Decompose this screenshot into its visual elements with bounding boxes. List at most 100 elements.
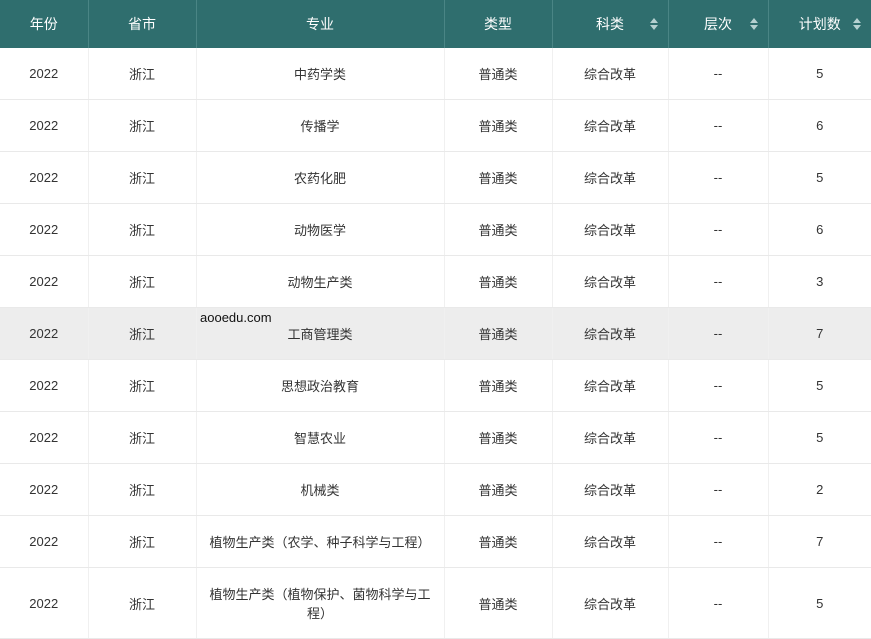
- cell-year: 2022: [0, 152, 88, 204]
- cell-level: --: [668, 152, 768, 204]
- cell-year: 2022: [0, 48, 88, 100]
- cell-province: 浙江: [88, 204, 196, 256]
- table-row: 2022浙江植物生产类（植物保护、菌物科学与工程）普通类综合改革--5: [0, 568, 871, 639]
- cell-plan: 5: [768, 48, 871, 100]
- cell-major: 机械类: [196, 464, 444, 516]
- cell-year: 2022: [0, 360, 88, 412]
- cell-year: 2022: [0, 204, 88, 256]
- cell-plan: 2: [768, 464, 871, 516]
- cell-province: 浙江: [88, 412, 196, 464]
- table-row: 2022浙江动物生产类普通类综合改革--3: [0, 256, 871, 308]
- sort-icon[interactable]: [750, 18, 758, 30]
- cell-subject: 综合改革: [552, 204, 668, 256]
- sort-icon[interactable]: [650, 18, 658, 30]
- cell-province: 浙江: [88, 360, 196, 412]
- col-header-province: 省市: [88, 0, 196, 48]
- cell-subject: 综合改革: [552, 568, 668, 639]
- cell-year: 2022: [0, 308, 88, 360]
- col-header-label: 科类: [596, 16, 624, 32]
- cell-province: 浙江: [88, 48, 196, 100]
- col-header-plan[interactable]: 计划数: [768, 0, 871, 48]
- cell-level: --: [668, 204, 768, 256]
- cell-province: 浙江: [88, 152, 196, 204]
- table-row: 2022浙江中药学类普通类综合改革--5: [0, 48, 871, 100]
- cell-major: 传播学: [196, 100, 444, 152]
- cell-major: 思想政治教育: [196, 360, 444, 412]
- cell-major: 智慧农业: [196, 412, 444, 464]
- cell-type: 普通类: [444, 48, 552, 100]
- cell-level: --: [668, 464, 768, 516]
- table-container: aooedu.com 年份省市专业类型科类层次计划数 2022浙江中药学类普通类…: [0, 0, 871, 639]
- cell-year: 2022: [0, 464, 88, 516]
- col-header-label: 层次: [704, 16, 732, 32]
- cell-level: --: [668, 308, 768, 360]
- table-row: 2022浙江机械类普通类综合改革--2: [0, 464, 871, 516]
- cell-type: 普通类: [444, 152, 552, 204]
- cell-province: 浙江: [88, 308, 196, 360]
- table-row: 2022浙江思想政治教育普通类综合改革--5: [0, 360, 871, 412]
- col-header-label: 类型: [484, 16, 512, 32]
- cell-major: 动物生产类: [196, 256, 444, 308]
- col-header-label: 专业: [306, 16, 334, 32]
- cell-plan: 5: [768, 412, 871, 464]
- cell-level: --: [668, 360, 768, 412]
- cell-subject: 综合改革: [552, 516, 668, 568]
- cell-subject: 综合改革: [552, 152, 668, 204]
- cell-type: 普通类: [444, 360, 552, 412]
- col-header-label: 计划数: [799, 16, 841, 32]
- cell-major: 植物生产类（植物保护、菌物科学与工程）: [196, 568, 444, 639]
- cell-year: 2022: [0, 256, 88, 308]
- cell-level: --: [668, 100, 768, 152]
- cell-major: 中药学类: [196, 48, 444, 100]
- cell-subject: 综合改革: [552, 256, 668, 308]
- col-header-subject[interactable]: 科类: [552, 0, 668, 48]
- cell-province: 浙江: [88, 256, 196, 308]
- table-row: 2022浙江传播学普通类综合改革--6: [0, 100, 871, 152]
- col-header-year: 年份: [0, 0, 88, 48]
- cell-year: 2022: [0, 100, 88, 152]
- cell-province: 浙江: [88, 464, 196, 516]
- cell-type: 普通类: [444, 516, 552, 568]
- cell-plan: 7: [768, 516, 871, 568]
- cell-type: 普通类: [444, 568, 552, 639]
- table-row: 2022浙江植物生产类（农学、种子科学与工程）普通类综合改革--7: [0, 516, 871, 568]
- cell-major: 植物生产类（农学、种子科学与工程）: [196, 516, 444, 568]
- sort-icon[interactable]: [853, 18, 861, 30]
- cell-level: --: [668, 516, 768, 568]
- cell-province: 浙江: [88, 568, 196, 639]
- data-table: 年份省市专业类型科类层次计划数 2022浙江中药学类普通类综合改革--52022…: [0, 0, 871, 639]
- col-header-level[interactable]: 层次: [668, 0, 768, 48]
- cell-year: 2022: [0, 412, 88, 464]
- header-row: 年份 省市 专业 类型 科类 层次 计划数: [0, 0, 871, 48]
- cell-plan: 5: [768, 152, 871, 204]
- cell-level: --: [668, 48, 768, 100]
- cell-province: 浙江: [88, 516, 196, 568]
- cell-type: 普通类: [444, 464, 552, 516]
- cell-type: 普通类: [444, 308, 552, 360]
- table-header: 年份 省市 专业 类型 科类 层次 计划数: [0, 0, 871, 48]
- table-body: 2022浙江中药学类普通类综合改革--52022浙江传播学普通类综合改革--62…: [0, 48, 871, 639]
- table-row: 2022浙江农药化肥普通类综合改革--5: [0, 152, 871, 204]
- cell-subject: 综合改革: [552, 308, 668, 360]
- cell-type: 普通类: [444, 100, 552, 152]
- cell-plan: 6: [768, 204, 871, 256]
- cell-type: 普通类: [444, 204, 552, 256]
- col-header-label: 年份: [30, 16, 58, 32]
- cell-major: 农药化肥: [196, 152, 444, 204]
- col-header-type: 类型: [444, 0, 552, 48]
- cell-level: --: [668, 256, 768, 308]
- cell-major: 工商管理类: [196, 308, 444, 360]
- cell-year: 2022: [0, 516, 88, 568]
- table-row: 2022浙江动物医学普通类综合改革--6: [0, 204, 871, 256]
- cell-level: --: [668, 568, 768, 639]
- table-row: 2022浙江工商管理类普通类综合改革--7: [0, 308, 871, 360]
- cell-year: 2022: [0, 568, 88, 639]
- cell-subject: 综合改革: [552, 412, 668, 464]
- cell-subject: 综合改革: [552, 360, 668, 412]
- col-header-label: 省市: [128, 16, 156, 32]
- cell-province: 浙江: [88, 100, 196, 152]
- cell-plan: 5: [768, 568, 871, 639]
- cell-plan: 6: [768, 100, 871, 152]
- cell-subject: 综合改革: [552, 464, 668, 516]
- cell-subject: 综合改革: [552, 48, 668, 100]
